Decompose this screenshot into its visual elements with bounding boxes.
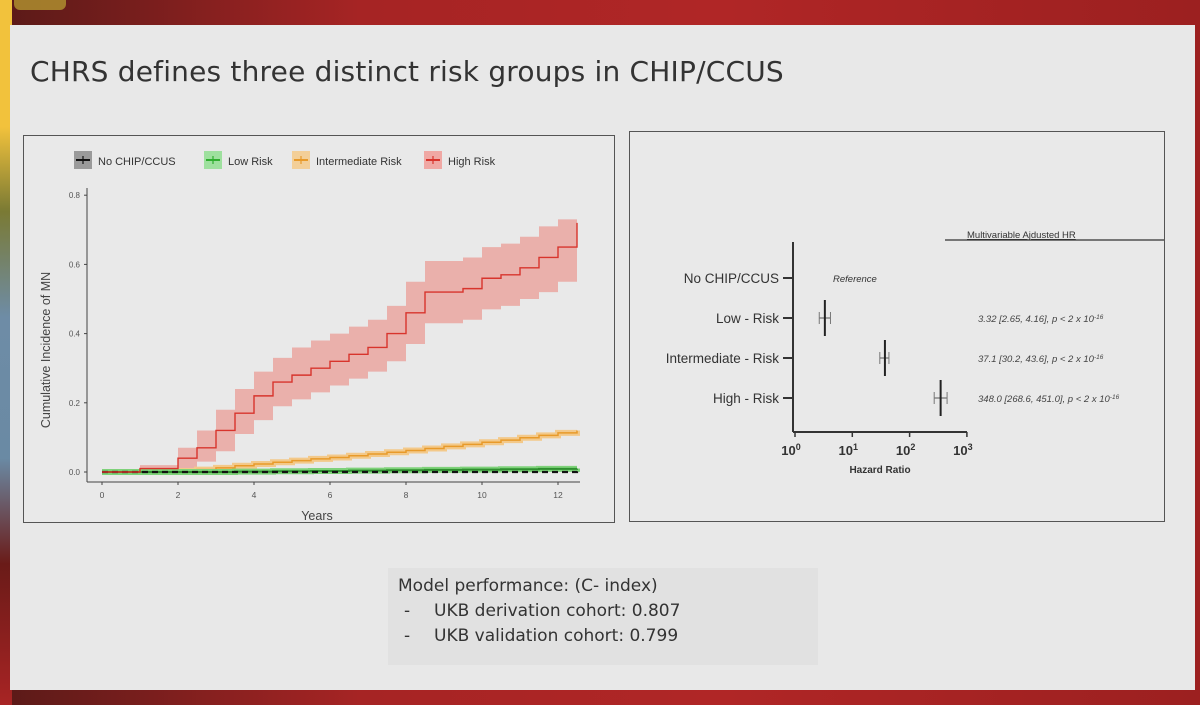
x-tick-label: 2	[176, 490, 181, 500]
legend-item: Low Risk	[204, 151, 273, 169]
forest-row: High - Risk 348.0 [268.6, 451.0], p < 2 x…	[713, 380, 1120, 416]
forest-x-axis-label: Hazard Ratio	[849, 465, 910, 476]
y-tick-label: 0.8	[69, 191, 81, 200]
no-chip-line	[102, 470, 579, 474]
forest-x-ticks: 100 101 102 103	[781, 432, 973, 458]
legend-item: Intermediate Risk	[292, 151, 402, 169]
x-tick-label: 8	[404, 490, 409, 500]
x-tick-label: 100	[781, 442, 800, 458]
hr-value-text: 348.0 [268.6, 451.0], p < 2 x 10-16	[978, 394, 1120, 406]
forest-plot-svg: Multivariable Ajdusted HR No CHIP/CCUS Re…	[666, 230, 1170, 476]
row-label: No CHIP/CCUS	[684, 271, 779, 286]
performance-item: - UKB validation cohort: 0.799	[398, 624, 808, 649]
forest-row: No CHIP/CCUS Reference	[684, 271, 877, 286]
performance-item: - UKB derivation cohort: 0.807	[398, 599, 808, 624]
decorative-left-strip	[0, 0, 12, 705]
y-tick-label: 0.2	[69, 399, 81, 408]
legend-label: High Risk	[448, 156, 496, 168]
legend-label: No CHIP/CCUS	[98, 156, 176, 168]
km-chart-svg: No CHIP/CCUS Low Risk Intermediate Risk Hig…	[39, 151, 580, 523]
high-risk-ci-band	[102, 202, 577, 472]
x-tick-label: 0	[100, 490, 105, 500]
x-tick-label: 103	[953, 442, 972, 458]
x-axis-label: Years	[301, 509, 333, 522]
row-label: High - Risk	[713, 391, 779, 406]
intermediate-risk-line	[102, 430, 578, 473]
x-tick-label: 10	[477, 490, 487, 500]
chart-plot-area	[102, 202, 580, 475]
x-tick-label: 6	[328, 490, 333, 500]
legend-item: No CHIP/CCUS	[74, 151, 176, 169]
derivation-cohort-text: UKB derivation cohort: 0.807	[434, 601, 681, 621]
hr-value-text: 37.1 [30.2, 43.6], p < 2 x 10-16	[978, 354, 1104, 366]
legend-item: High Risk	[424, 151, 496, 169]
chart-legend: No CHIP/CCUS Low Risk Intermediate Risk Hig…	[74, 151, 496, 169]
performance-heading: Model performance: (C- index)	[398, 576, 658, 596]
legend-label: Intermediate Risk	[316, 156, 402, 168]
forest-header: Multivariable Ajdusted HR	[967, 230, 1076, 241]
row-label: Intermediate - Risk	[666, 351, 780, 366]
model-performance-box: Model performance: (C- index) - UKB deri…	[388, 568, 818, 665]
x-tick-label: 12	[553, 490, 563, 500]
bullet-dash: -	[404, 601, 411, 621]
hr-value-text: 3.32 [2.65, 4.16], p < 2 x 10-16	[978, 314, 1104, 326]
chart-axes: 0.0 0.2 0.4 0.6 0.8 0 2 4 6 8 10 12	[69, 188, 580, 500]
x-tick-label: 101	[839, 442, 858, 458]
reference-label: Reference	[833, 274, 877, 285]
low-risk-line	[102, 467, 578, 473]
forest-row: Intermediate - Risk 37.1 [30.2, 43.6], p …	[666, 340, 1104, 376]
cumulative-incidence-chart: No CHIP/CCUS Low Risk Intermediate Risk Hig…	[23, 135, 615, 523]
legend-label: Low Risk	[228, 156, 273, 168]
y-axis-label: Cumulative Incidence of MN	[39, 272, 53, 428]
y-tick-label: 0.4	[69, 330, 81, 339]
forest-row: Low - Risk 3.32 [2.65, 4.16], p < 2 x 10-…	[716, 300, 1104, 336]
forest-rows: No CHIP/CCUS Reference Low - Risk 3.32 [2.6…	[666, 271, 1120, 416]
validation-cohort-text: UKB validation cohort: 0.799	[434, 626, 679, 646]
x-tick-label: 4	[252, 490, 257, 500]
high-risk-line	[102, 222, 578, 473]
corner-tag	[14, 0, 66, 10]
y-tick-label: 0.0	[69, 468, 81, 477]
slide: CHRS defines three distinct risk groups …	[10, 25, 1195, 690]
hazard-ratio-forest-plot: Multivariable Ajdusted HR No CHIP/CCUS Re…	[629, 131, 1170, 522]
slide-title: CHRS defines three distinct risk groups …	[30, 55, 784, 88]
row-label: Low - Risk	[716, 311, 779, 326]
x-tick-label: 102	[896, 442, 915, 458]
bullet-dash: -	[404, 626, 411, 646]
y-tick-label: 0.6	[69, 260, 81, 269]
